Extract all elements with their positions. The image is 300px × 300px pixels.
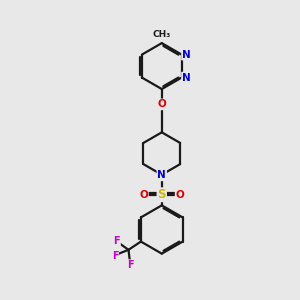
Text: O: O (139, 190, 148, 200)
Text: O: O (158, 99, 166, 110)
Text: N: N (182, 73, 191, 82)
Text: N: N (158, 170, 166, 180)
Text: O: O (176, 190, 184, 200)
Text: N: N (182, 50, 191, 60)
Text: F: F (127, 260, 133, 270)
Text: S: S (158, 188, 166, 201)
Text: F: F (113, 236, 120, 246)
Text: F: F (112, 251, 118, 261)
Text: CH₃: CH₃ (153, 30, 171, 39)
